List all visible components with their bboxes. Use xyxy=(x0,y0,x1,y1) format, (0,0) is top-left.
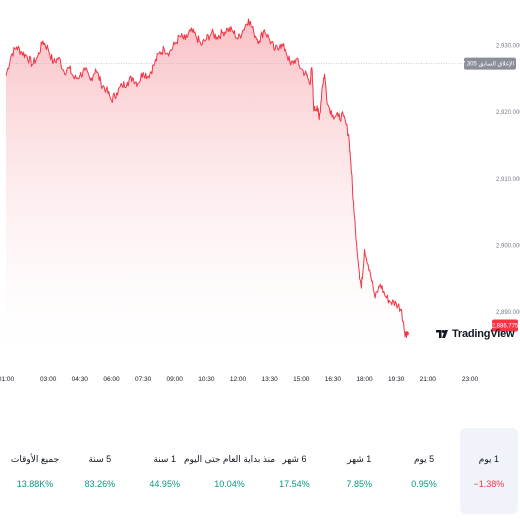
x-tick-label: 15:00 xyxy=(293,376,310,383)
x-tick-label: 21:00 xyxy=(420,376,437,383)
period-tab[interactable]: 5 سنة 83.26% xyxy=(71,428,129,514)
x-tick-label: 23:00 xyxy=(462,376,479,383)
x-tick-label: 06:00 xyxy=(103,376,120,383)
y-tick-label: 2,890.000 xyxy=(496,310,520,316)
period-label: جميع الأوقات xyxy=(10,453,60,464)
tradingview-watermark: TradingView xyxy=(436,328,515,340)
period-label: 6 شهر xyxy=(282,453,307,464)
previous-close-badge-text: الإغلاق السابق 2,927.305 xyxy=(450,61,514,68)
period-label: 5 يوم xyxy=(413,453,435,464)
x-tick-label: 03:00 xyxy=(40,376,57,383)
x-tick-label: 12:00 xyxy=(230,376,247,383)
period-label: 1 سنة xyxy=(153,453,176,464)
x-tick-label: 16:30 xyxy=(325,376,342,383)
performance-periods: 1 يوم −1.38% 5 يوم 0.95% 1 شهر 7.85% 6 شهر 17.5… xyxy=(0,428,520,518)
period-change-value: 7.85% xyxy=(346,478,372,489)
last-price-badge xyxy=(492,319,518,332)
y-tick-label: 2,930.000 xyxy=(496,44,520,50)
y-tick-label: 2,910.000 xyxy=(496,177,520,183)
period-label: 1 يوم xyxy=(478,453,500,464)
period-change-value: 83.26% xyxy=(84,478,116,489)
period-change-value: 17.54% xyxy=(279,478,310,489)
period-change-value: 0.95% xyxy=(411,478,437,489)
period-label: منذ بداية العام حتى اليوم xyxy=(183,453,276,464)
price-line xyxy=(5,18,408,339)
tradingview-logo-icon xyxy=(436,330,448,338)
period-tab[interactable]: جميع الأوقات 13.88K% xyxy=(6,428,64,514)
previous-close-badge xyxy=(464,57,516,70)
period-tab[interactable]: 1 يوم −1.38% xyxy=(459,428,518,514)
x-tick-label: 07:30 xyxy=(135,376,152,383)
tradingview-wordmark: TradingView xyxy=(452,328,515,340)
period-change-value: 13.88K% xyxy=(16,478,54,489)
period-change-value: −1.38% xyxy=(473,478,505,489)
x-tick-label: 09:00 xyxy=(167,376,184,383)
x-tick-label: 19:30 xyxy=(388,376,405,383)
x-tick-label: 13:30 xyxy=(261,376,278,383)
price-chart[interactable]: 2,930.000 2,920.000 2,910.000 2,900.000 2,89… xyxy=(0,0,520,400)
x-tick-label: 10:30 xyxy=(198,376,215,383)
period-tab[interactable]: 1 شهر 7.85% xyxy=(330,428,388,514)
price-area-fill xyxy=(6,19,407,354)
period-label: 1 شهر xyxy=(347,453,372,464)
period-tab[interactable]: 1 سنة 44.95% xyxy=(136,428,194,514)
period-tab[interactable]: 6 شهر 17.54% xyxy=(265,428,323,514)
period-label: 5 سنة xyxy=(88,453,112,464)
last-price-badge-text: 2,886.775 xyxy=(492,324,519,330)
x-tick-label: 01:00 xyxy=(0,376,15,383)
period-change-value: 10.04% xyxy=(214,478,245,489)
period-change-value: 44.95% xyxy=(149,478,180,489)
y-tick-label: 2,900.000 xyxy=(496,243,520,249)
x-tick-label: 04:30 xyxy=(72,376,89,383)
period-tab[interactable]: 5 يوم 0.95% xyxy=(395,428,453,514)
y-tick-label: 2,920.000 xyxy=(496,110,520,116)
last-price-point xyxy=(404,331,409,336)
x-tick-label: 18:00 xyxy=(356,376,373,383)
period-tab[interactable]: منذ بداية العام حتى اليوم 10.04% xyxy=(184,428,275,514)
